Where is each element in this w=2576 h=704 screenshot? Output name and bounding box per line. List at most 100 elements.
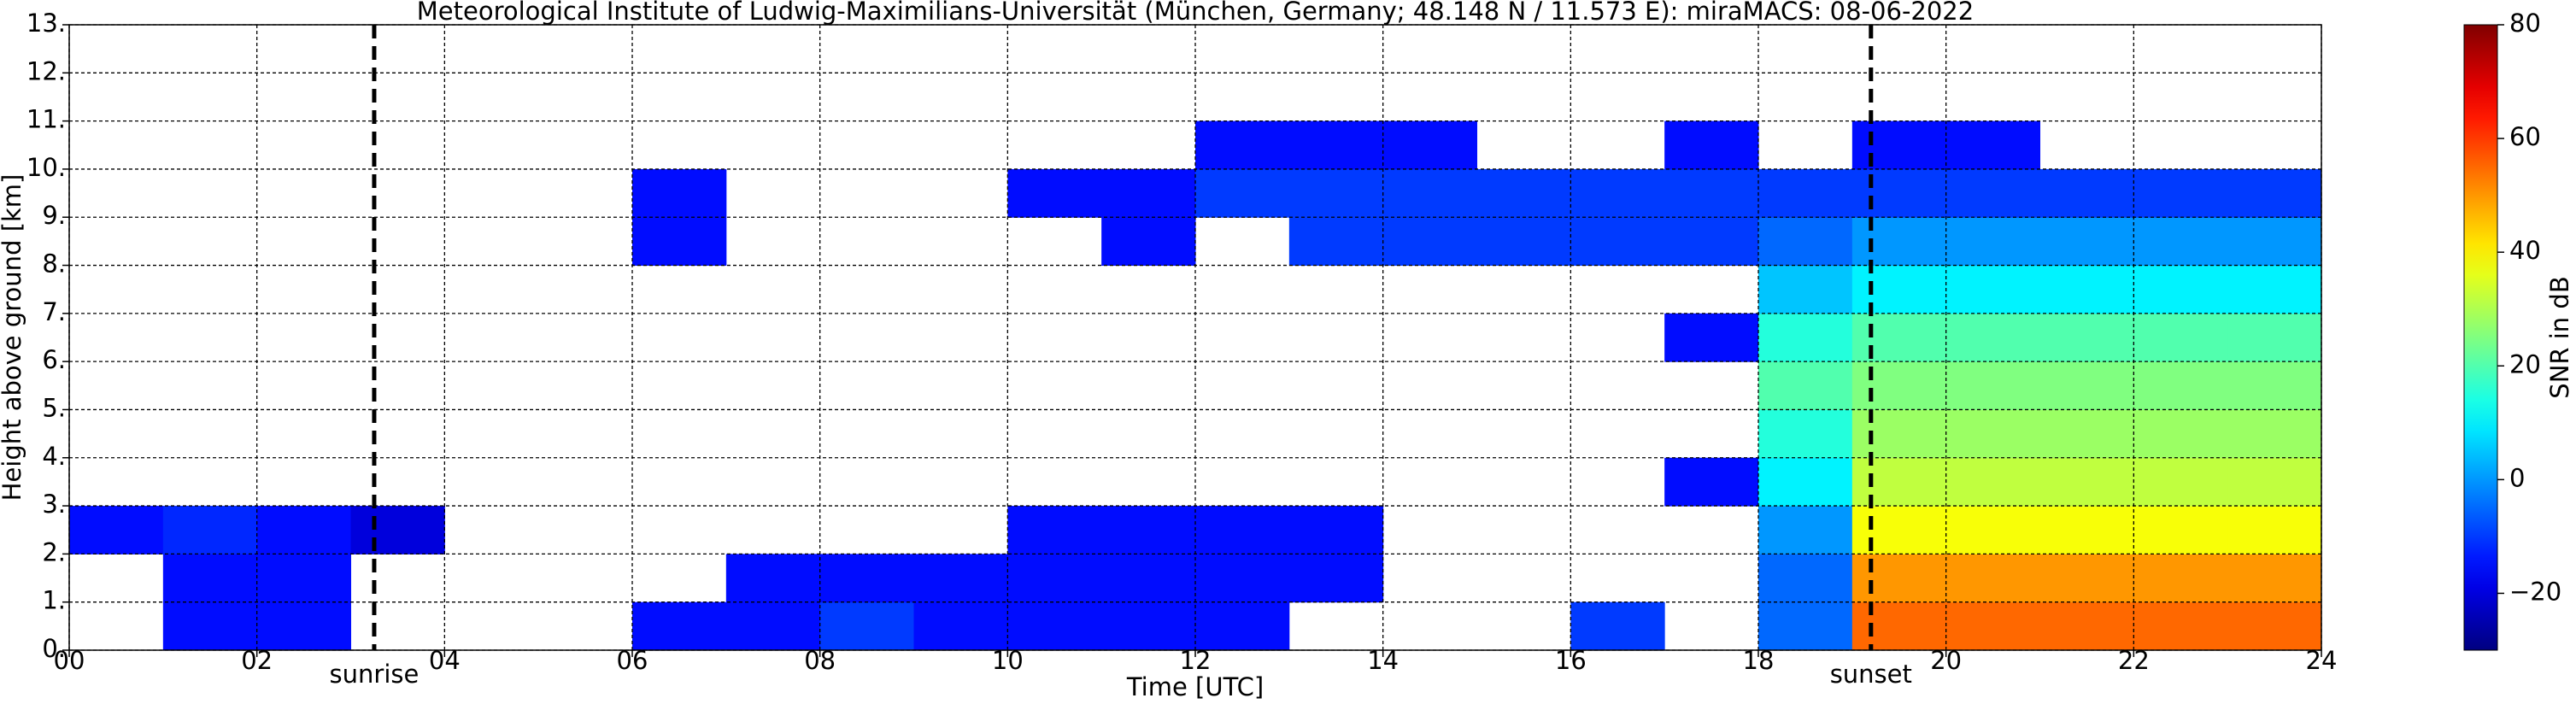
echo-cell <box>1288 554 1384 603</box>
colorbar-label: SNR in dB <box>2545 276 2574 398</box>
echo-cell <box>1007 506 1102 554</box>
colorbar-tick-label: 0 <box>2509 463 2525 492</box>
echo-cell <box>1758 217 1853 267</box>
echo-cell <box>256 601 351 651</box>
echo-cell <box>1195 168 1290 218</box>
echo-cell <box>1382 217 1477 267</box>
y-tick-label: 9. <box>42 201 66 230</box>
echo-cell <box>1945 409 2040 459</box>
echo-cell <box>819 554 914 603</box>
echo-cell <box>1195 554 1290 603</box>
echo-cell <box>2227 313 2322 362</box>
echo-cell <box>913 554 1008 603</box>
y-tick-label: 2. <box>42 537 66 566</box>
y-tick-label: 13. <box>26 9 66 38</box>
echo-cell <box>1851 361 1947 410</box>
echo-cell <box>2227 168 2322 218</box>
echo-cell <box>1664 120 1759 170</box>
echo-cell <box>1288 217 1384 267</box>
echo-cell <box>1851 554 1947 603</box>
echo-cell <box>2133 265 2228 314</box>
y-tick-label: 10. <box>26 153 66 182</box>
echo-cell <box>2133 168 2228 218</box>
echo-cell <box>2133 506 2228 554</box>
y-tick-label: 12. <box>26 56 66 85</box>
echo-cell <box>2039 313 2134 362</box>
echo-cell <box>1945 120 2040 170</box>
echo-cell <box>256 506 351 554</box>
echo-cell <box>2227 554 2322 603</box>
y-tick-label: 4. <box>42 442 66 471</box>
echo-cell <box>1945 457 2040 507</box>
echo-cell <box>162 554 258 603</box>
echo-cell <box>1570 168 1665 218</box>
echo-cell <box>1476 168 1571 218</box>
echo-cell <box>1101 601 1196 651</box>
echo-cell <box>1101 168 1196 218</box>
echo-cell <box>2133 361 2228 410</box>
colorbar-tick-label: 40 <box>2509 236 2541 265</box>
echo-cell <box>2133 457 2228 507</box>
echo-cell <box>2227 409 2322 459</box>
echo-cell <box>2039 265 2134 314</box>
echo-cell <box>2227 506 2322 554</box>
plot-frame <box>68 24 2322 651</box>
echo-cell <box>1945 217 2040 267</box>
echo-cell <box>1664 217 1759 267</box>
echo-cell <box>2039 506 2134 554</box>
echo-cell <box>632 168 727 218</box>
annotation-label: sunrise <box>330 660 420 689</box>
echo-cell <box>2039 409 2134 459</box>
echo-cell <box>2133 313 2228 362</box>
y-tick-label: 6. <box>42 345 66 374</box>
echo-cell <box>1851 217 1947 267</box>
echo-cell <box>1101 217 1196 267</box>
y-tick-label: 3. <box>42 490 66 519</box>
echo-cell <box>1101 506 1196 554</box>
echo-cell <box>1851 457 1947 507</box>
echo-cell <box>2039 554 2134 603</box>
echo-cell <box>1382 168 1477 218</box>
echo-cell <box>2227 601 2322 651</box>
echo-cell <box>1945 265 2040 314</box>
echo-cell <box>632 601 727 651</box>
echo-cell <box>1195 120 1290 170</box>
echo-cell <box>1758 554 1853 603</box>
echo-cell <box>1945 361 2040 410</box>
echo-cell <box>1945 554 2040 603</box>
y-tick-label: 5. <box>42 393 66 422</box>
echo-cell <box>1664 313 1759 362</box>
echo-cell <box>1288 168 1384 218</box>
y-tick-label: 11. <box>26 105 66 134</box>
echo-cell <box>1945 168 2040 218</box>
echo-cell <box>69 506 164 554</box>
echo-cell <box>1758 313 1853 362</box>
echo-cell <box>1007 601 1102 651</box>
annotation-label: sunset <box>1830 660 1912 689</box>
echo-cell <box>1851 168 1947 218</box>
echo-cell <box>2227 265 2322 314</box>
colorbar-tick-label: 60 <box>2509 122 2541 151</box>
echo-cell <box>1382 120 1477 170</box>
echo-cell <box>162 601 258 651</box>
echo-cell <box>1570 601 1665 651</box>
echo-cell <box>1288 506 1384 554</box>
colorbar-tick-label: 80 <box>2509 9 2541 38</box>
echo-cell <box>2227 217 2322 267</box>
echo-cell <box>1195 506 1290 554</box>
echo-cell <box>1851 409 1947 459</box>
echo-cell <box>1758 601 1853 651</box>
echo-cell <box>1758 506 1853 554</box>
y-tick-label: 8. <box>42 249 66 279</box>
echo-cell <box>2039 601 2134 651</box>
echo-cell <box>2039 361 2134 410</box>
echo-cell <box>1758 168 1853 218</box>
echo-cell <box>1945 601 2040 651</box>
echo-cell <box>1476 217 1571 267</box>
echo-cell <box>162 506 258 554</box>
echo-cell <box>1664 168 1759 218</box>
echo-cell <box>1851 601 1947 651</box>
echo-cell <box>2039 168 2134 218</box>
x-axis-label: Time [UTC] <box>1126 672 1264 701</box>
